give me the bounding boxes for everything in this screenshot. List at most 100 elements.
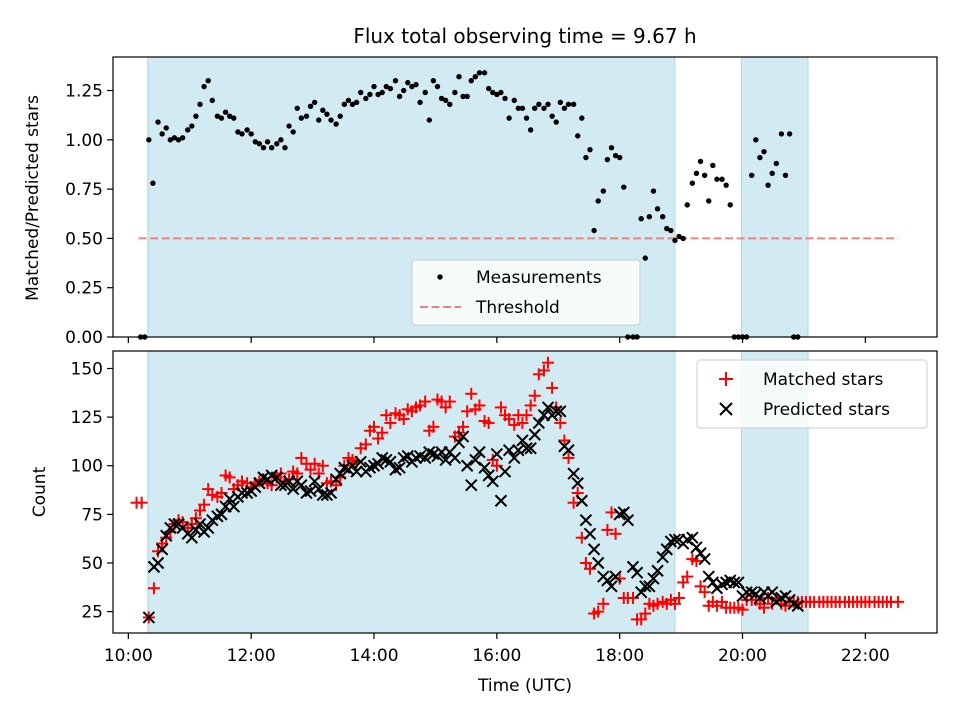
predicted-point [626, 560, 640, 574]
chart-title: Flux total observing time = 9.67 h [353, 24, 696, 48]
measurement-point [727, 202, 733, 208]
predicted-point [346, 459, 359, 472]
measurement-point [226, 113, 233, 119]
matched-point [546, 381, 559, 394]
bottom-shaded-bands [147, 351, 809, 633]
matched-point [558, 434, 571, 447]
measurement-point [222, 109, 229, 115]
matched-point [215, 486, 228, 499]
matched-point [206, 488, 219, 501]
y-tick-label: 75 [81, 505, 103, 525]
predicted-point [494, 494, 508, 507]
measurement-point [612, 152, 619, 159]
measurement-point [714, 176, 720, 182]
measurement-point [646, 214, 653, 220]
matched-point [380, 409, 393, 422]
predicted-point [630, 566, 644, 579]
predicted-legend-label: Predicted stars [763, 400, 890, 420]
predicted-point [201, 521, 215, 535]
y-tick-label: 0.75 [65, 180, 103, 200]
measurement-point [349, 101, 356, 108]
matched-point [601, 523, 614, 536]
x-tick-label: 14:00 [350, 646, 399, 666]
measurement-point [506, 115, 512, 121]
threshold-legend-label: Threshold [475, 298, 560, 318]
measurement-point [693, 170, 700, 177]
measurement-point [680, 235, 686, 242]
predicted-point [647, 572, 660, 585]
measurement-point [490, 89, 496, 96]
predicted-point [324, 486, 338, 500]
matched-point [176, 516, 189, 529]
y-tick-label: 150 [71, 360, 103, 380]
matched-point [736, 603, 749, 616]
matched-point [562, 451, 575, 464]
predicted-point [508, 451, 521, 465]
measurement-point [303, 113, 310, 119]
measurement-point [189, 123, 195, 129]
measurement-point [579, 115, 585, 121]
matched-point [473, 399, 486, 412]
bottom-panel: 25 50 75 100 125 150 10:00 12:00 14:00 16:00 18:0… [30, 350, 938, 696]
predicted-point [651, 564, 664, 577]
predicted-point [384, 455, 397, 469]
measurement-point [689, 180, 696, 186]
y-tick-label: 1.00 [65, 131, 103, 151]
matched-point [295, 451, 308, 464]
measurement-point [409, 83, 415, 90]
x-tick-label: 20:00 [718, 646, 767, 666]
predicted-point [160, 529, 173, 542]
measurement-point [697, 158, 704, 165]
predicted-point [151, 556, 165, 570]
predicted-point [617, 506, 630, 519]
measurement-point [442, 97, 449, 104]
matched-point [384, 416, 397, 429]
measurement-point [616, 154, 623, 161]
matched-point [189, 512, 202, 525]
bottom-yticks: 25 50 75 100 125 150 [71, 360, 113, 623]
matched-point [235, 475, 248, 488]
measurement-point [557, 99, 564, 106]
predicted-point [550, 405, 563, 418]
predicted-point [686, 531, 699, 544]
matched-point [443, 395, 456, 408]
predicted-point [587, 543, 601, 556]
x-tick-label: 12:00 [227, 646, 276, 666]
matched-point [308, 457, 321, 470]
measurement-point [761, 148, 767, 155]
predicted-point [567, 467, 580, 480]
measurement-point [604, 156, 611, 163]
y-tick-label: 1.25 [65, 82, 103, 102]
measurement-point [553, 119, 559, 125]
measurement-point [684, 202, 690, 208]
measurement-point [264, 139, 271, 145]
measurement-point [456, 74, 462, 80]
measurement-point [438, 95, 445, 102]
predicted-point [660, 543, 673, 556]
measurement-point [476, 70, 483, 76]
predicted-point [469, 453, 482, 467]
measurement-point [536, 101, 542, 108]
top-legend: Measurements Threshold [411, 259, 641, 326]
matched-point [482, 416, 495, 429]
measurement-point [146, 137, 152, 143]
matched-point [626, 591, 639, 604]
matched-point [597, 597, 610, 610]
measurement-point [749, 172, 755, 179]
measurement-point [460, 93, 466, 100]
measurement-point [197, 101, 203, 108]
matched-point [368, 420, 381, 433]
bottom-xticks: 10:00 12:00 14:00 16:00 18:00 20:00 22:00 [104, 633, 890, 666]
matched-point [503, 413, 516, 426]
top-series [137, 70, 899, 340]
measurement-point [430, 77, 437, 84]
measurement-point [786, 131, 793, 137]
predicted-point [168, 517, 181, 531]
matched-point [542, 356, 555, 369]
measurement-point [426, 117, 432, 123]
measurement-point [387, 85, 394, 92]
predicted-point [478, 461, 491, 474]
matched-point [592, 605, 605, 618]
predicted-point [575, 494, 589, 507]
